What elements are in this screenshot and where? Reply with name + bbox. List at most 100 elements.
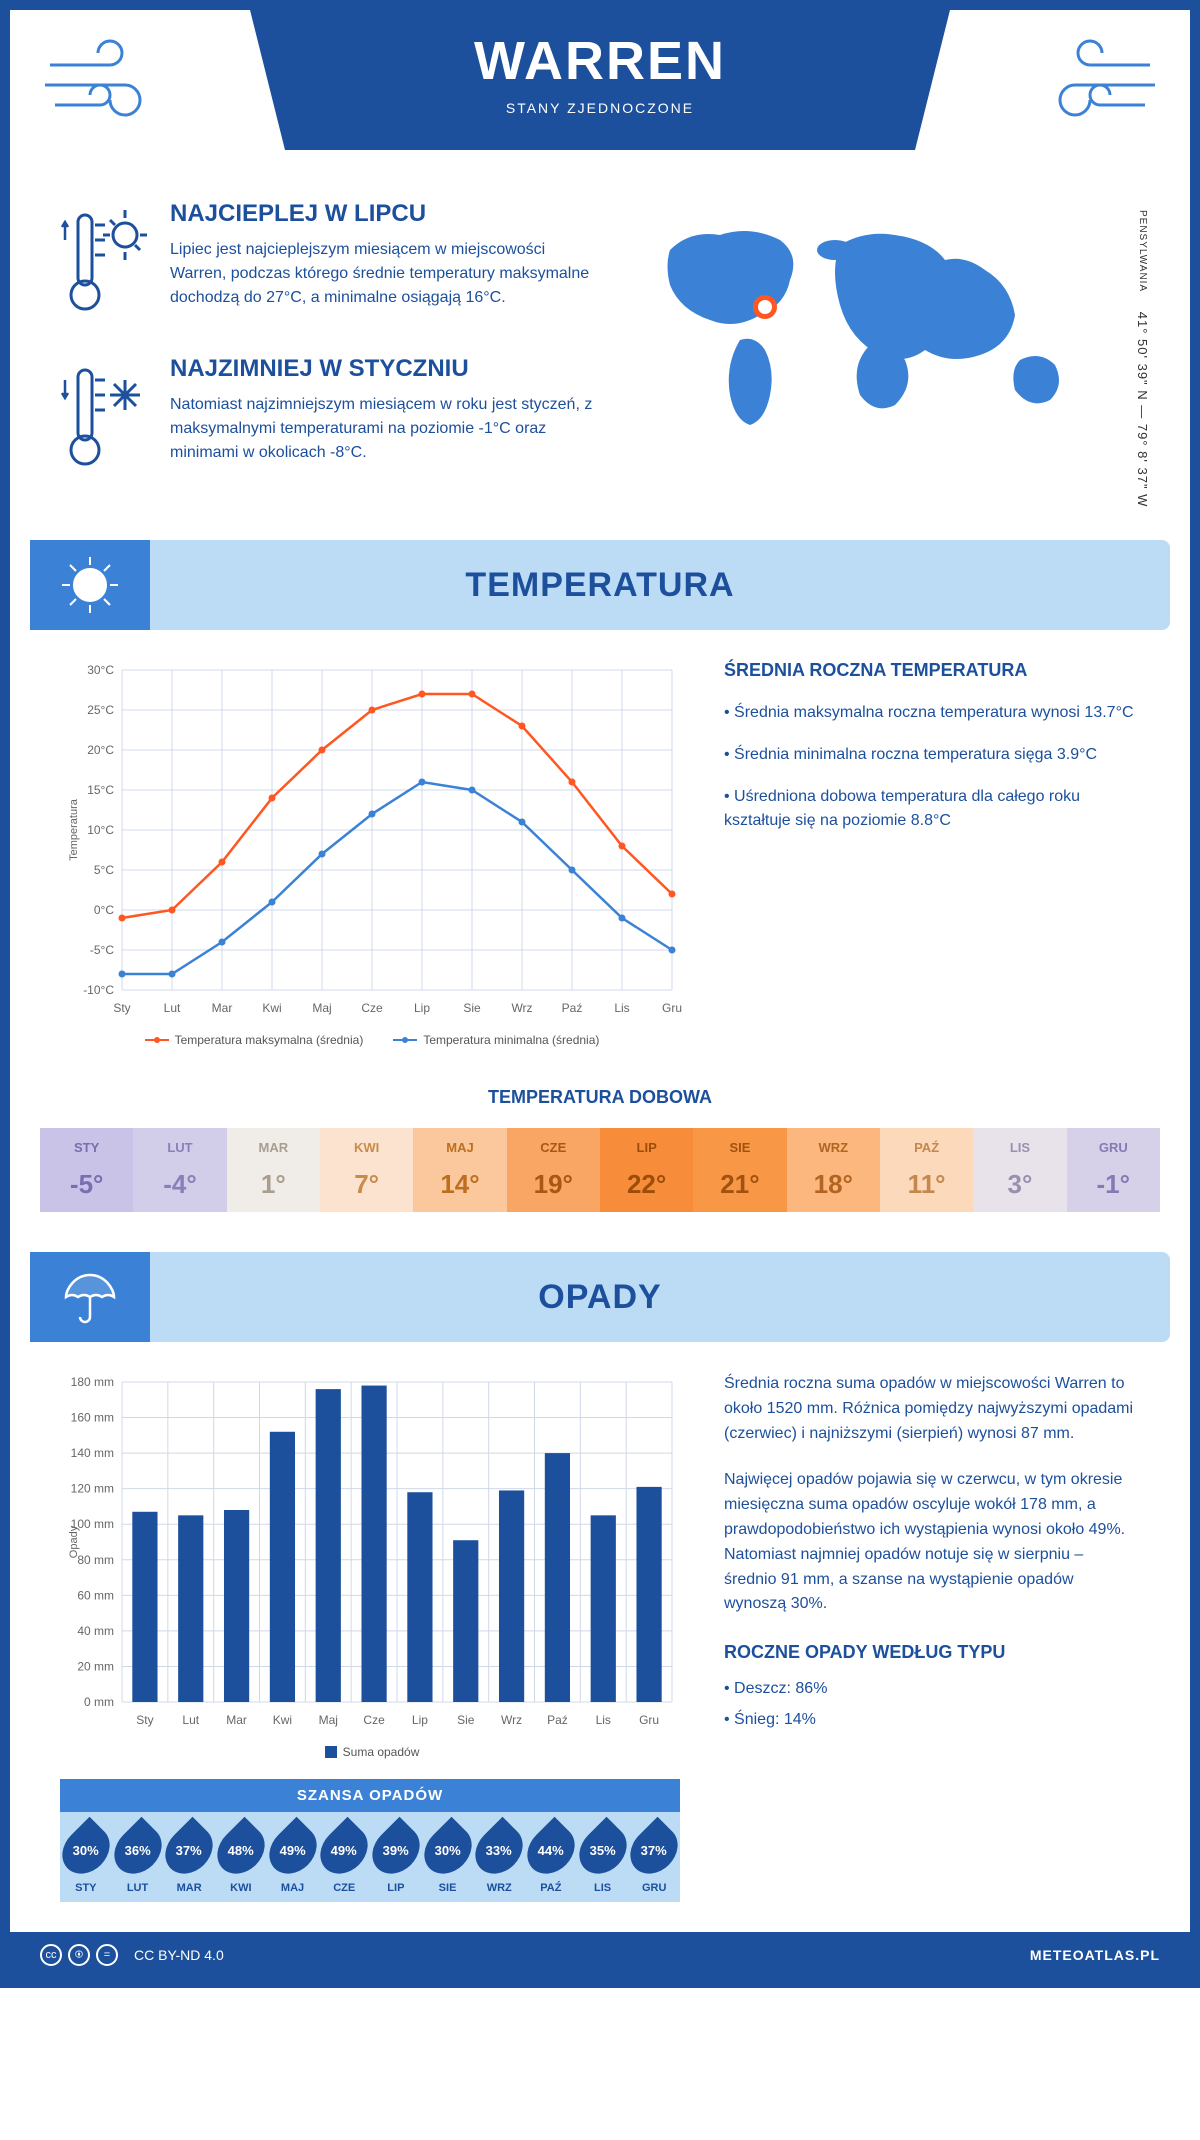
- hot-text: Lipiec jest najcieplejszym miesiącem w m…: [170, 238, 600, 310]
- hot-title: NAJCIEPLEJ W LIPCU: [170, 200, 600, 228]
- daily-temp-cell: KWI7°: [320, 1128, 413, 1212]
- temperature-section-header: TEMPERATURA: [30, 540, 1170, 630]
- opady-info: Średnia roczna suma opadów w miejscowośc…: [724, 1372, 1140, 1759]
- svg-text:25°C: 25°C: [87, 703, 114, 717]
- svg-text:80 mm: 80 mm: [77, 1553, 114, 1567]
- svg-text:0 mm: 0 mm: [84, 1695, 114, 1709]
- chance-drop: 37%MAR: [163, 1824, 215, 1894]
- world-map: PENSYLWANIA 41° 50' 39" N — 79° 8' 37" W: [640, 200, 1140, 510]
- umbrella-icon: [30, 1252, 150, 1342]
- daily-temp-cell: MAR1°: [227, 1128, 320, 1212]
- sun-icon: [30, 540, 150, 630]
- site-name: METEOATLAS.PL: [1030, 1947, 1160, 1963]
- svg-text:Lip: Lip: [412, 1713, 428, 1727]
- cc-license: cc 🅯 = CC BY-ND 4.0: [40, 1944, 224, 1966]
- svg-text:Kwi: Kwi: [273, 1713, 292, 1727]
- svg-text:20 mm: 20 mm: [77, 1659, 114, 1673]
- license-text: CC BY-ND 4.0: [134, 1947, 224, 1963]
- svg-text:Lut: Lut: [182, 1713, 199, 1727]
- svg-text:Temperatura: Temperatura: [68, 798, 80, 861]
- svg-text:Kwi: Kwi: [262, 1001, 281, 1015]
- latitude: 41° 50' 39" N: [1135, 312, 1150, 401]
- svg-text:Wrz: Wrz: [501, 1713, 522, 1727]
- coordinates: PENSYLWANIA 41° 50' 39" N — 79° 8' 37" W: [1135, 210, 1150, 507]
- svg-text:30°C: 30°C: [87, 663, 114, 677]
- temp-bullet: • Średnia minimalna roczna temperatura s…: [724, 743, 1140, 767]
- svg-text:Maj: Maj: [312, 1001, 331, 1015]
- svg-text:40 mm: 40 mm: [77, 1624, 114, 1638]
- daily-temp-title: TEMPERATURA DOBOWA: [10, 1087, 1190, 1108]
- svg-text:180 mm: 180 mm: [71, 1375, 114, 1389]
- svg-text:Paź: Paź: [562, 1001, 583, 1015]
- svg-text:Lis: Lis: [614, 1001, 629, 1015]
- title-banner: WARREN STANY ZJEDNOCZONE: [250, 10, 950, 150]
- svg-text:0°C: 0°C: [94, 903, 114, 917]
- chance-drop: 37%GRU: [628, 1824, 680, 1894]
- daily-temp-cell: STY-5°: [40, 1128, 133, 1212]
- cc-icon: cc: [40, 1944, 62, 1966]
- daily-temp-cell: WRZ18°: [787, 1128, 880, 1212]
- svg-text:Paź: Paź: [547, 1713, 568, 1727]
- svg-text:Maj: Maj: [319, 1713, 338, 1727]
- chance-drop: 44%PAŹ: [525, 1824, 577, 1894]
- legend-max: Temperatura maksymalna (średnia): [145, 1033, 364, 1047]
- country-name: STANY ZJEDNOCZONE: [250, 100, 950, 116]
- wind-decoration-icon: [40, 35, 170, 140]
- svg-text:Wrz: Wrz: [511, 1001, 532, 1015]
- svg-text:Cze: Cze: [363, 1713, 385, 1727]
- svg-text:60 mm: 60 mm: [77, 1588, 114, 1602]
- svg-text:120 mm: 120 mm: [71, 1482, 114, 1496]
- thermometer-snow-icon: [60, 355, 150, 480]
- chance-drop: 39%LIP: [370, 1824, 422, 1894]
- temp-bullet: • Uśredniona dobowa temperatura dla całe…: [724, 785, 1140, 833]
- svg-text:140 mm: 140 mm: [71, 1446, 114, 1460]
- chance-title: SZANSA OPADÓW: [60, 1779, 680, 1812]
- header: WARREN STANY ZJEDNOCZONE: [10, 10, 1190, 180]
- opady-rain: • Deszcz: 86%: [724, 1677, 1140, 1702]
- chance-drop: 30%SIE: [422, 1824, 474, 1894]
- svg-text:Cze: Cze: [361, 1001, 383, 1015]
- opady-type-title: ROCZNE OPADY WEDŁUG TYPU: [724, 1639, 1140, 1667]
- coldest-fact: NAJZIMNIEJ W STYCZNIU Natomiast najzimni…: [60, 355, 600, 480]
- svg-text:Lut: Lut: [164, 1001, 181, 1015]
- precipitation-bar-chart: 0 mm20 mm40 mm60 mm80 mm100 mm120 mm140 …: [60, 1372, 684, 1759]
- daily-temp-cell: MAJ14°: [413, 1128, 506, 1212]
- chance-drop: 33%WRZ: [473, 1824, 525, 1894]
- temp-info: ŚREDNIA ROCZNA TEMPERATURA • Średnia mak…: [724, 660, 1140, 1047]
- legend-bar: Suma opadów: [325, 1745, 420, 1759]
- svg-text:-10°C: -10°C: [83, 983, 114, 997]
- wind-decoration-icon: [1030, 35, 1160, 140]
- legend-min: Temperatura minimalna (średnia): [393, 1033, 599, 1047]
- opady-snow: • Śnieg: 14%: [724, 1708, 1140, 1733]
- svg-text:Mar: Mar: [226, 1713, 247, 1727]
- chance-drop: 35%LIS: [577, 1824, 629, 1894]
- daily-temp-cell: SIE21°: [693, 1128, 786, 1212]
- svg-text:Gru: Gru: [662, 1001, 682, 1015]
- svg-text:Opady: Opady: [68, 1525, 80, 1558]
- svg-text:Lis: Lis: [596, 1713, 611, 1727]
- chance-drop: 48%KWI: [215, 1824, 267, 1894]
- chance-drop: 49%CZE: [318, 1824, 370, 1894]
- temp-bullet: • Średnia maksymalna roczna temperatura …: [724, 701, 1140, 725]
- svg-text:Sty: Sty: [136, 1713, 153, 1727]
- svg-text:20°C: 20°C: [87, 743, 114, 757]
- svg-text:15°C: 15°C: [87, 783, 114, 797]
- longitude: 79° 8' 37" W: [1135, 424, 1150, 508]
- precipitation-section-header: OPADY: [30, 1252, 1170, 1342]
- svg-text:Sty: Sty: [113, 1001, 130, 1015]
- svg-text:-5°C: -5°C: [90, 943, 114, 957]
- daily-temp-cell: GRU-1°: [1067, 1128, 1160, 1212]
- svg-text:160 mm: 160 mm: [71, 1411, 114, 1425]
- daily-temp-cell: LIS3°: [973, 1128, 1066, 1212]
- daily-temp-table: STY-5°LUT-4°MAR1°KWI7°MAJ14°CZE19°LIP22°…: [40, 1128, 1160, 1212]
- svg-text:Sie: Sie: [463, 1001, 481, 1015]
- by-icon: 🅯: [68, 1944, 90, 1966]
- precipitation-chance: SZANSA OPADÓW 30%STY36%LUT37%MAR48%KWI49…: [60, 1779, 680, 1902]
- daily-temp-cell: CZE19°: [507, 1128, 600, 1212]
- daily-temp-cell: PAŹ11°: [880, 1128, 973, 1212]
- chance-drop: 30%STY: [60, 1824, 112, 1894]
- svg-text:Gru: Gru: [639, 1713, 659, 1727]
- svg-text:5°C: 5°C: [94, 863, 114, 877]
- opady-p2: Najwięcej opadów pojawia się w czerwcu, …: [724, 1468, 1140, 1617]
- state-label: PENSYLWANIA: [1137, 210, 1148, 292]
